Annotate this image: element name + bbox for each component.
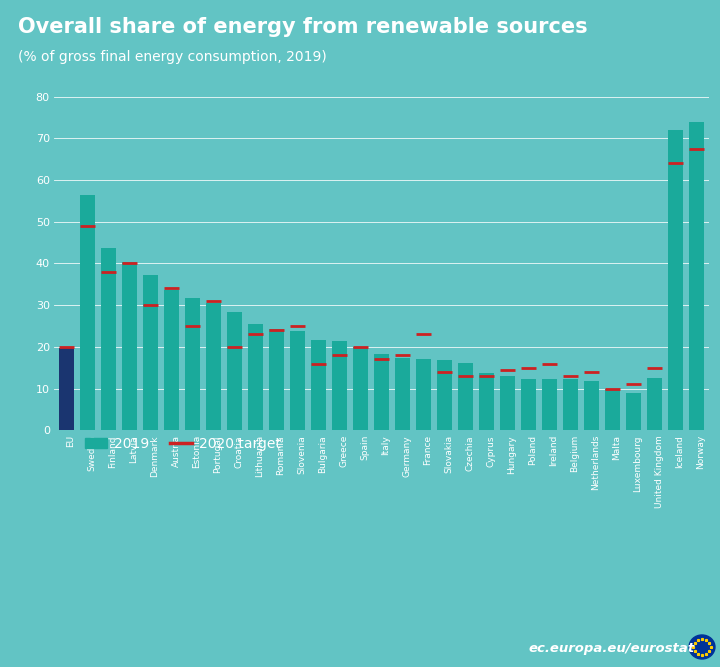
Bar bbox=[437, 360, 452, 430]
Bar bbox=[332, 341, 347, 430]
Text: ec.europa.eu/eurostat: ec.europa.eu/eurostat bbox=[528, 642, 695, 655]
Bar bbox=[143, 275, 158, 430]
Bar bbox=[227, 312, 242, 430]
Text: Overall share of energy from renewable sources: Overall share of energy from renewable s… bbox=[18, 17, 588, 37]
Bar bbox=[164, 290, 179, 430]
Bar bbox=[122, 262, 137, 430]
Bar bbox=[647, 378, 662, 430]
Bar bbox=[59, 348, 74, 430]
Circle shape bbox=[689, 635, 715, 659]
Bar bbox=[626, 393, 642, 430]
Text: (% of gross final energy consumption, 2019): (% of gross final energy consumption, 20… bbox=[18, 50, 327, 64]
Bar bbox=[248, 324, 264, 430]
Bar bbox=[563, 379, 578, 430]
Bar bbox=[395, 358, 410, 430]
Bar bbox=[311, 340, 326, 430]
Bar bbox=[479, 373, 494, 430]
Bar bbox=[500, 376, 516, 430]
Bar bbox=[689, 121, 704, 430]
Bar bbox=[416, 360, 431, 430]
Bar bbox=[668, 129, 683, 430]
Bar bbox=[101, 247, 116, 430]
Bar bbox=[290, 331, 305, 430]
Bar bbox=[584, 381, 599, 430]
Bar bbox=[605, 388, 620, 430]
Bar bbox=[458, 363, 473, 430]
Bar bbox=[521, 380, 536, 430]
Bar bbox=[185, 297, 200, 430]
Bar bbox=[353, 348, 368, 430]
Bar bbox=[206, 303, 221, 430]
Bar bbox=[80, 195, 95, 430]
Bar bbox=[542, 380, 557, 430]
Legend: 2019, 2020 target: 2019, 2020 target bbox=[79, 431, 287, 456]
Bar bbox=[374, 354, 389, 430]
Bar bbox=[269, 329, 284, 430]
